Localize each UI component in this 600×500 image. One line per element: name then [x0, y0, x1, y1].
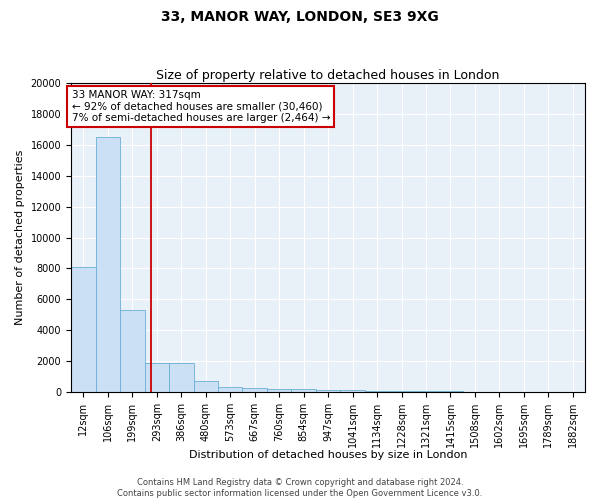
Bar — [316, 390, 340, 392]
Bar — [120, 310, 145, 392]
Bar — [292, 389, 316, 392]
Bar — [389, 391, 414, 392]
Bar — [95, 137, 120, 392]
Bar — [169, 362, 194, 392]
Bar — [267, 389, 292, 392]
Bar — [413, 391, 438, 392]
Y-axis label: Number of detached properties: Number of detached properties — [15, 150, 25, 326]
Title: Size of property relative to detached houses in London: Size of property relative to detached ho… — [157, 69, 500, 82]
Text: Contains HM Land Registry data © Crown copyright and database right 2024.
Contai: Contains HM Land Registry data © Crown c… — [118, 478, 482, 498]
Bar — [145, 362, 169, 392]
Bar — [242, 388, 267, 392]
Text: 33, MANOR WAY, LONDON, SE3 9XG: 33, MANOR WAY, LONDON, SE3 9XG — [161, 10, 439, 24]
Bar — [218, 386, 242, 392]
Bar — [365, 391, 389, 392]
Bar — [194, 381, 218, 392]
Bar — [340, 390, 365, 392]
Bar — [71, 267, 95, 392]
X-axis label: Distribution of detached houses by size in London: Distribution of detached houses by size … — [189, 450, 467, 460]
Text: 33 MANOR WAY: 317sqm
← 92% of detached houses are smaller (30,460)
7% of semi-de: 33 MANOR WAY: 317sqm ← 92% of detached h… — [71, 90, 330, 123]
